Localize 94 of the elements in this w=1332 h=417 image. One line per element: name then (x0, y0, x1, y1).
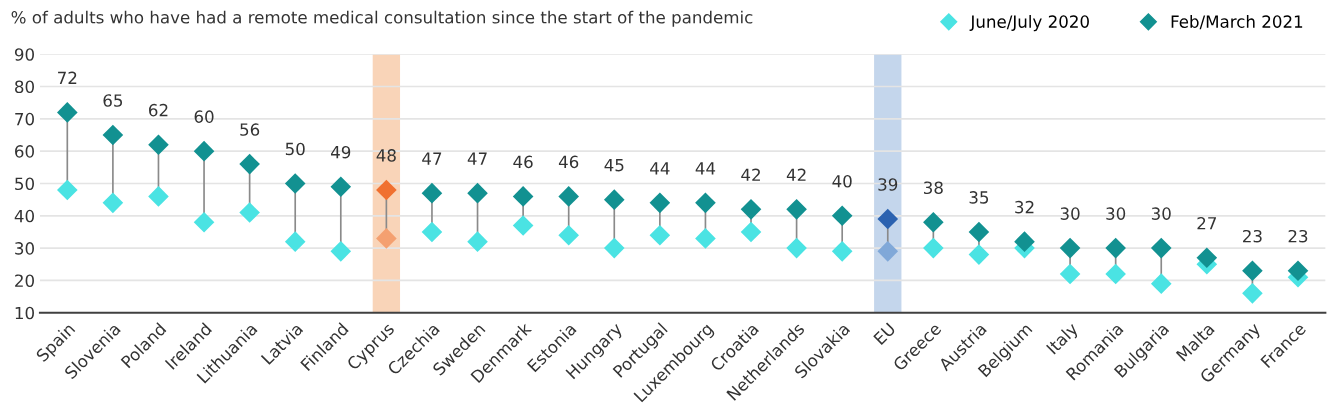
data-label: 56 (240, 123, 260, 136)
data-label: 27 (1197, 216, 1217, 230)
data-label: 23 (1288, 229, 1308, 243)
point (923, 237, 944, 259)
y-tick-label: 60 (15, 145, 34, 158)
point (831, 205, 853, 227)
point (148, 134, 169, 155)
point (649, 224, 671, 246)
point (1287, 260, 1309, 282)
point (467, 182, 488, 204)
point (102, 124, 124, 146)
point (148, 186, 169, 207)
point (786, 199, 807, 220)
data-label: 46 (513, 155, 533, 169)
data-label: 50 (285, 142, 305, 156)
point (1105, 237, 1126, 259)
data-label: 23 (1243, 229, 1262, 243)
point (512, 186, 534, 207)
point (57, 179, 78, 201)
point (284, 173, 306, 194)
point (1242, 260, 1263, 282)
y-tick-label: 40 (14, 209, 34, 223)
data-label: 44 (695, 162, 716, 175)
data-label: 39 (878, 178, 898, 191)
point (193, 140, 215, 162)
point (1059, 263, 1081, 285)
point (57, 102, 78, 123)
point (831, 241, 853, 262)
point (1242, 283, 1263, 304)
y-tick-label: 30 (15, 242, 34, 255)
data-label: 30 (1106, 207, 1126, 220)
point (284, 231, 306, 252)
point (695, 228, 716, 249)
data-label: 40 (832, 174, 852, 188)
y-tick-label: 90 (14, 48, 34, 61)
point (558, 186, 579, 207)
chart-title: % of adults who have had a remote medical consultation since the start of the pandemic (11, 10, 753, 27)
point (330, 176, 352, 198)
point (968, 244, 990, 265)
data-label: 48 (376, 149, 396, 162)
data-label: 60 (194, 110, 214, 123)
data-label: 62 (149, 103, 168, 117)
y-tick-label: 70 (15, 112, 34, 126)
point (421, 182, 443, 204)
point (1150, 237, 1172, 259)
data-label: 45 (604, 159, 624, 172)
point (877, 208, 899, 230)
data-label: 47 (422, 152, 442, 165)
point (467, 231, 488, 252)
point (239, 202, 260, 223)
point (923, 211, 944, 233)
data-label: 46 (558, 155, 579, 169)
point (1105, 263, 1126, 285)
point (330, 241, 352, 262)
point (512, 215, 534, 236)
data-label: 47 (467, 152, 487, 165)
point (603, 189, 625, 210)
point (1014, 231, 1035, 252)
data-label: 49 (331, 145, 351, 159)
data-label: 42 (786, 168, 806, 181)
point (877, 241, 899, 262)
data-label: 35 (969, 191, 989, 204)
data-label: 65 (103, 94, 123, 107)
y-tick-label: 50 (15, 177, 34, 191)
point (102, 192, 124, 214)
point (1196, 247, 1218, 269)
x-tick-label: EU (873, 322, 896, 346)
data-label: 72 (58, 71, 77, 84)
point (376, 179, 397, 201)
point (558, 224, 579, 246)
data-label: 30 (1060, 207, 1080, 220)
data-label: 44 (650, 162, 670, 175)
point (239, 153, 260, 175)
point (968, 221, 990, 243)
data-label: 42 (741, 168, 760, 181)
point (193, 211, 215, 233)
point (695, 192, 716, 214)
point (1150, 273, 1172, 294)
point (1059, 237, 1081, 259)
y-tick-label: 20 (15, 274, 34, 287)
point (421, 221, 443, 243)
legend-label: Feb/March 2021 (1171, 15, 1303, 30)
y-tick-label: 10 (15, 306, 34, 320)
point (376, 228, 397, 249)
point (649, 192, 671, 214)
y-tick-label: 80 (15, 80, 34, 94)
point (603, 237, 625, 259)
data-label: 38 (924, 181, 943, 195)
data-label: 30 (1151, 207, 1171, 220)
legend-label: June/July 2020 (969, 15, 1089, 32)
point (740, 199, 762, 220)
data-label: 32 (1015, 200, 1034, 214)
point (786, 237, 807, 259)
point (740, 221, 762, 243)
